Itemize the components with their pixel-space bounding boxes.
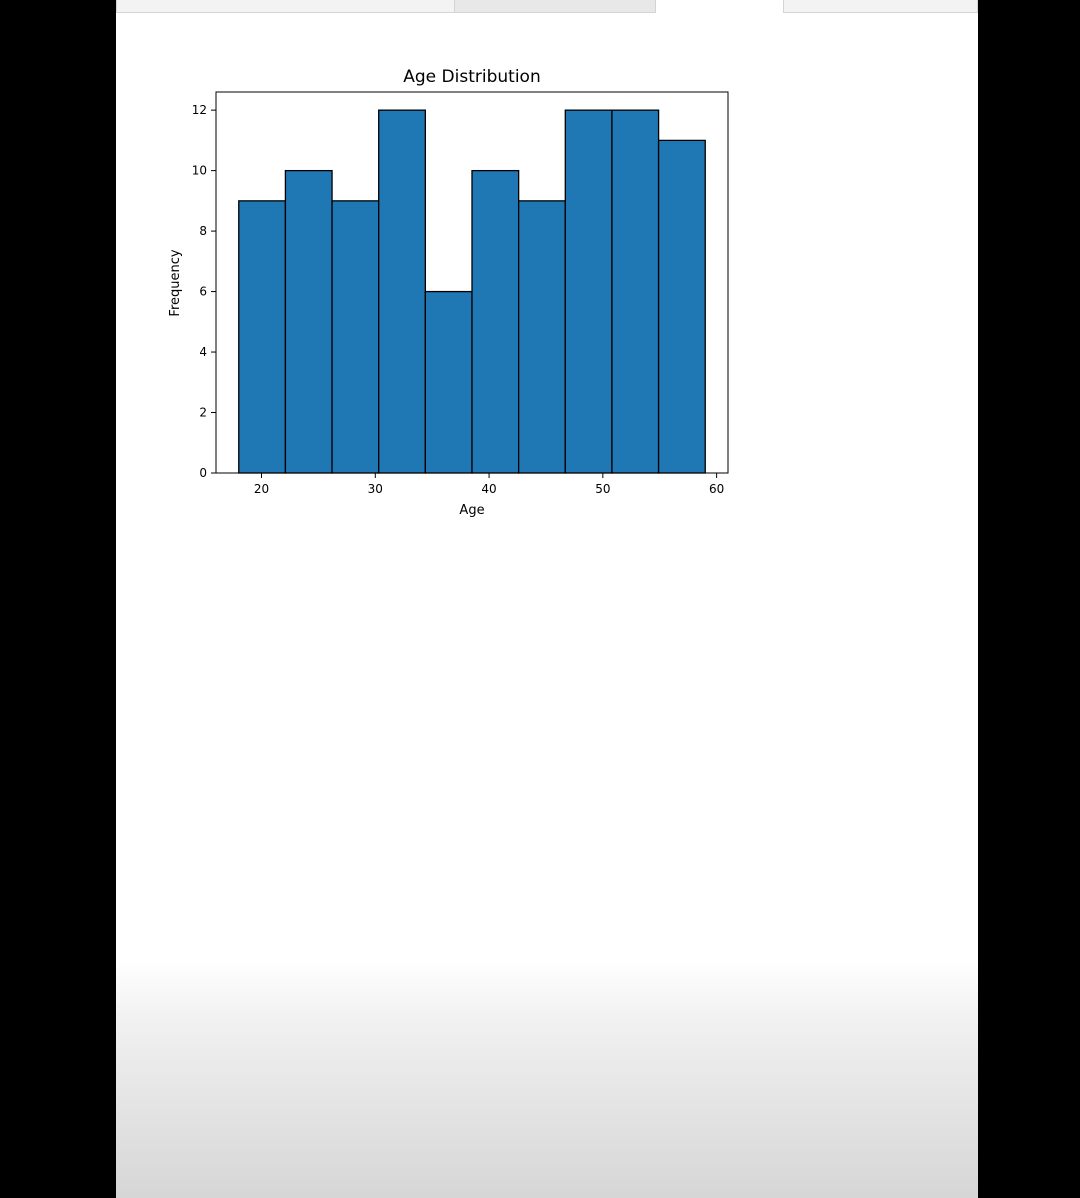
histogram-bar	[378, 109, 427, 474]
y-axis-ticks: 0 2 4 6 8 10 12	[192, 103, 216, 480]
histogram-bar	[564, 109, 613, 474]
document-page[interactable]: Age Distribution 0 2 4 6 8 10 12 20 30 40 50 60 Ag…	[116, 0, 978, 1198]
histogram-bar	[284, 169, 333, 474]
x-tick-label: 50	[595, 482, 610, 496]
letterbox-right	[978, 0, 1080, 1198]
plot-frame	[215, 91, 729, 474]
y-tick-label: 2	[199, 406, 207, 420]
histogram-bar	[611, 109, 660, 474]
histogram-bar	[471, 169, 520, 474]
y-tick-label: 8	[199, 224, 207, 238]
letterbox-left	[0, 0, 116, 1198]
x-tick-label: 60	[709, 482, 724, 496]
y-axis-label: Frequency	[168, 249, 183, 316]
y-tick-label: 0	[199, 466, 207, 480]
histogram-bar	[238, 200, 287, 474]
histogram-bar	[424, 290, 473, 474]
x-tick-label: 30	[368, 482, 383, 496]
tabstrip-segment-3	[783, 0, 978, 13]
chart-title: Age Distribution	[403, 67, 540, 87]
x-tick-label: 20	[254, 482, 269, 496]
x-axis-ticks: 20 30 40 50 60	[254, 473, 724, 496]
y-tick-label: 12	[192, 103, 207, 117]
histogram-bar	[657, 139, 706, 474]
histogram-bar	[331, 200, 380, 474]
y-tick-label: 4	[199, 345, 207, 359]
histogram-bar	[517, 200, 566, 474]
x-axis-label: Age	[459, 503, 484, 518]
y-tick-label: 10	[192, 164, 207, 178]
bars-group	[238, 109, 706, 474]
x-tick-label: 40	[481, 482, 496, 496]
y-tick-label: 6	[199, 285, 207, 299]
histogram-chart: Age Distribution 0 2 4 6 8 10 12 20 30 40 50 60 Ag…	[168, 67, 729, 518]
tabstrip-segment-2	[454, 0, 656, 13]
